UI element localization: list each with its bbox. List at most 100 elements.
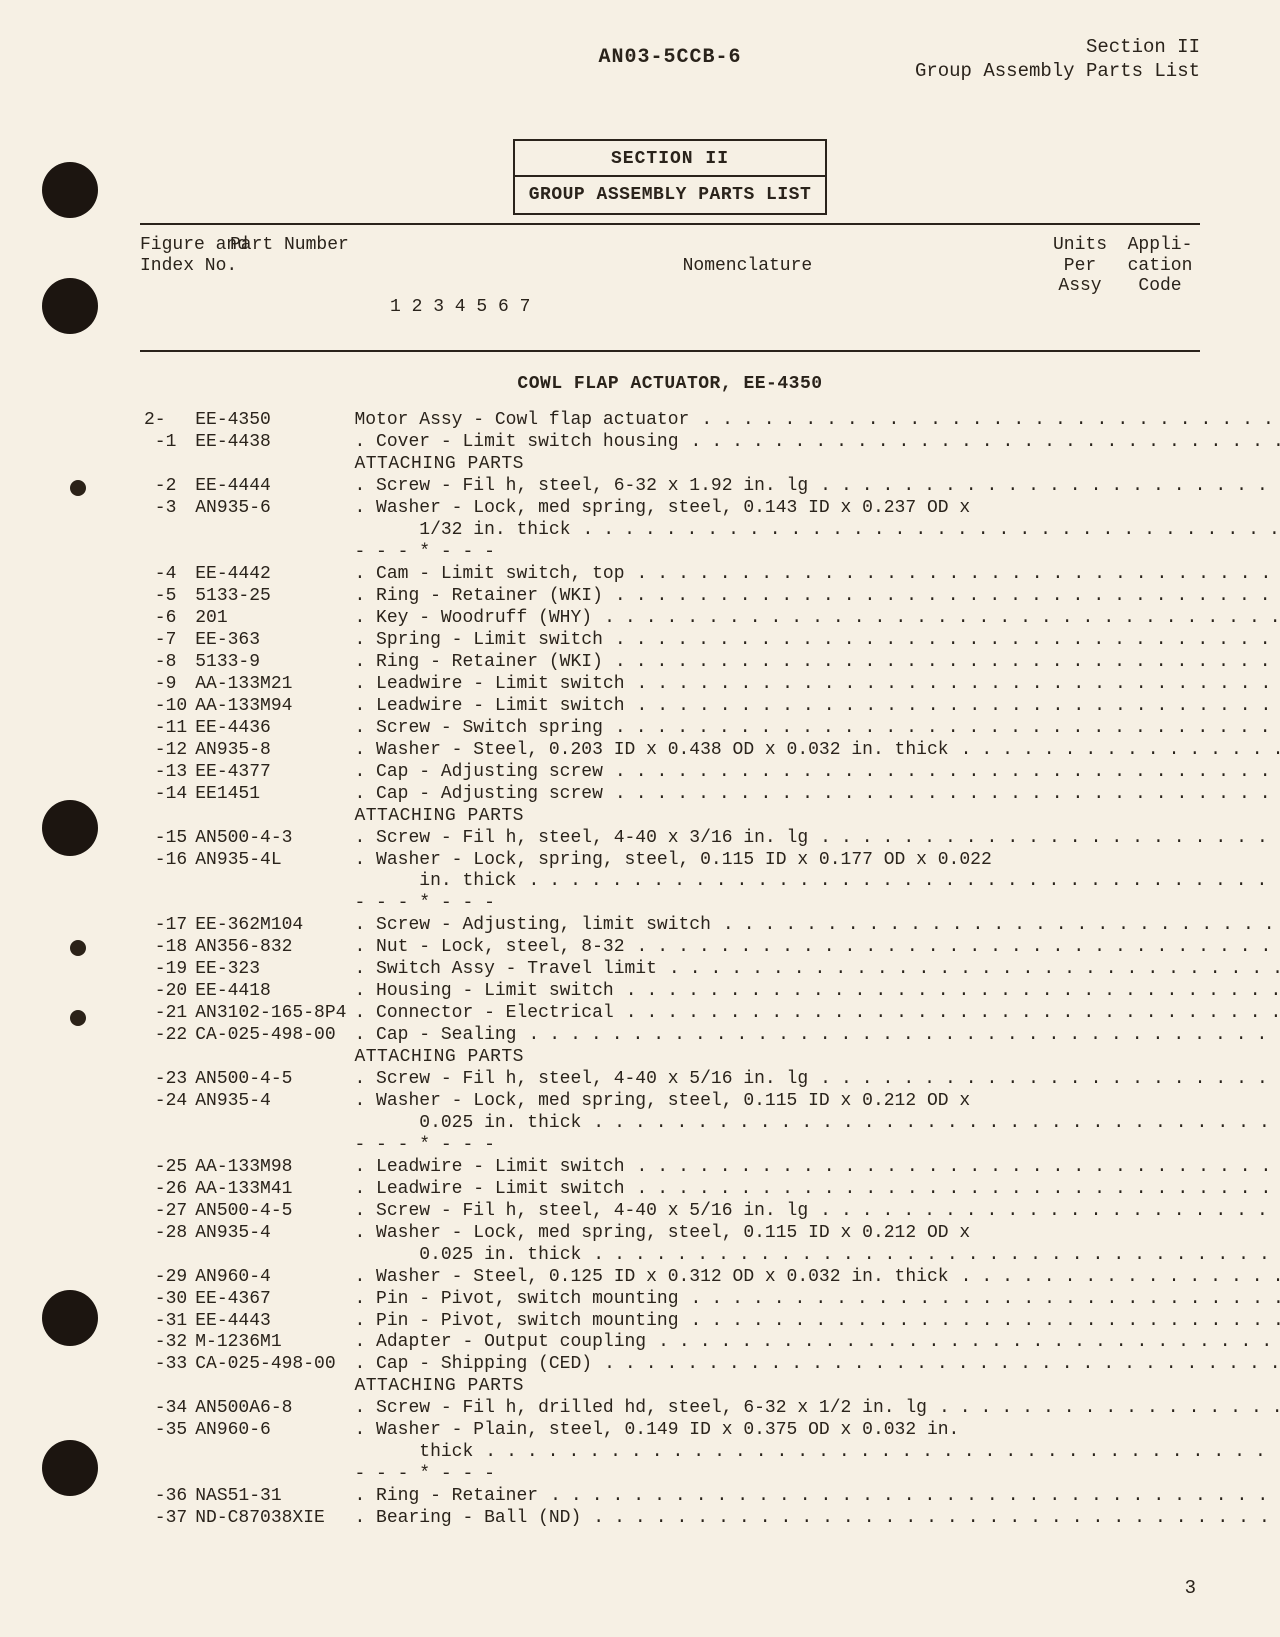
leader-dots: ........................................ — [581, 1245, 1280, 1267]
leader-dots: ........................................ — [808, 1201, 1280, 1223]
figure-index: -33 — [140, 1354, 191, 1376]
figure-index: -7 — [140, 630, 191, 652]
figure-index: -37 — [140, 1508, 191, 1530]
punch-dot — [70, 940, 86, 956]
nomenclature-text: . Screw - Switch spring — [354, 718, 602, 740]
nomenclature: . Bearing - Ball (ND)...................… — [350, 1508, 1280, 1530]
table-row: -35AN960-6. Washer - Plain, steel, 0.149… — [140, 1420, 1280, 1464]
nomenclature: . Washer - Plain, steel, 0.149 ID x 0.37… — [350, 1420, 1280, 1464]
nomenclature: . Key - Woodruff (WHY)..................… — [350, 608, 1280, 630]
figure-index: -3 — [140, 498, 191, 542]
punch-hole — [42, 1290, 98, 1346]
leader-dots: ........................................ — [516, 871, 1280, 893]
nomenclature-text: . Screw - Fil h, steel, 4-40 x 5/16 in. … — [354, 1069, 808, 1091]
nomenclature-text: . Washer - Lock, med spring, steel, 0.11… — [354, 1223, 1280, 1245]
section-title-box: SECTION II GROUP ASSEMBLY PARTS LIST — [513, 139, 827, 215]
leader-dots: ........................................ — [646, 1332, 1280, 1354]
table-row: -26AA-133M41. Leadwire - Limit switch...… — [140, 1179, 1280, 1201]
nomenclature: . Ring - Retainer.......................… — [350, 1486, 1280, 1508]
leader-dots: ........................................ — [657, 959, 1280, 981]
table-row: -11EE-4436. Screw - Switch spring.......… — [140, 718, 1280, 740]
nomenclature-text: . Screw - Fil h, steel, 4-40 x 3/16 in. … — [354, 828, 808, 850]
attaching-parts-label: ATTACHING PARTS — [350, 806, 1280, 828]
nomenclature-text: . Cap - Adjusting screw — [354, 784, 602, 806]
nomenclature: . Switch Assy - Travel limit............… — [350, 959, 1280, 981]
nomenclature: . Washer - Lock, med spring, steel, 0.14… — [350, 498, 1280, 542]
table-row: - - - * - - - — [140, 542, 1280, 564]
figure-index: -23 — [140, 1069, 191, 1091]
part-number: AA-133M94 — [191, 696, 350, 718]
part-number: AN935-6 — [191, 498, 350, 542]
column-headers: Figure and Index No. Part Number Nomencl… — [140, 231, 1200, 344]
table-row: -24AN935-4. Washer - Lock, med spring, s… — [140, 1091, 1280, 1135]
section-title: SECTION II — [515, 141, 825, 177]
nomenclature: . Pin - Pivot, switch mounting..........… — [350, 1311, 1280, 1333]
header-rule — [140, 350, 1200, 352]
leader-dots: ........................................ — [625, 1157, 1280, 1179]
table-row: -3AN935-6. Washer - Lock, med spring, st… — [140, 498, 1280, 542]
nomenclature-text: . Washer - Lock, spring, steel, 0.115 ID… — [354, 850, 1280, 872]
figure-index: -21 — [140, 1003, 191, 1025]
nomenclature: . Leadwire - Limit switch...............… — [350, 696, 1280, 718]
nomenclature-text: . Screw - Fil h, steel, 4-40 x 5/16 in. … — [354, 1201, 808, 1223]
nomenclature: . Washer - Steel, 0.203 ID x 0.438 OD x … — [350, 740, 1280, 762]
top-rule — [140, 223, 1200, 225]
nomenclature: . Ring - Retainer (WKI).................… — [350, 652, 1280, 674]
table-row: - - - * - - - — [140, 1464, 1280, 1486]
leader-dots: ........................................ — [516, 1025, 1280, 1047]
table-row: -22CA-025-498-00. Cap - Sealing.........… — [140, 1025, 1280, 1047]
nomenclature-text: 1/32 in. thick — [354, 520, 570, 542]
part-number: AN356-832 — [191, 937, 350, 959]
nomenclature-text: . Switch Assy - Travel limit — [354, 959, 656, 981]
part-number: AN500-4-5 — [191, 1069, 350, 1091]
nomenclature-text: in. thick — [354, 871, 516, 893]
figure-index: -28 — [140, 1223, 191, 1267]
figure-index: -9 — [140, 674, 191, 696]
leader-dots: ........................................ — [603, 784, 1280, 806]
part-number: CA-025-498-00 — [191, 1354, 350, 1376]
group-title: COWL FLAP ACTUATOR, EE-4350 — [140, 374, 1200, 394]
table-row: -7EE-363. Spring - Limit switch.........… — [140, 630, 1280, 652]
nomenclature: . Screw - Fil h, steel, 4-40 x 5/16 in. … — [350, 1069, 1280, 1091]
figure-index: -14 — [140, 784, 191, 806]
leader-dots: ........................................ — [711, 915, 1280, 937]
figure-index: -12 — [140, 740, 191, 762]
leader-dots: ........................................ — [581, 1508, 1280, 1530]
nomenclature: . Screw - Fil h, steel, 4-40 x 3/16 in. … — [350, 828, 1280, 850]
leader-dots: ........................................ — [592, 1354, 1280, 1376]
nomenclature: Motor Assy - Cowl flap actuator.........… — [350, 410, 1280, 432]
nomenclature: . Screw - Fil h, steel, 6-32 x 1.92 in. … — [350, 476, 1280, 498]
nomenclature: . Screw - Fil h, steel, 4-40 x 5/16 in. … — [350, 1201, 1280, 1223]
nomenclature: . Cap - Adjusting screw.................… — [350, 784, 1280, 806]
table-row: -28AN935-4. Washer - Lock, med spring, s… — [140, 1223, 1280, 1267]
col-nomenclature-label: Nomenclature — [683, 256, 813, 276]
col-fig-index: Figure and Index No. — [140, 235, 230, 338]
nomenclature-text: . Washer - Steel, 0.125 ID x 0.312 OD x … — [354, 1267, 948, 1289]
part-number: AA-133M98 — [191, 1157, 350, 1179]
col-units: Units Per Assy — [1040, 235, 1120, 338]
nomenclature: . Nut - Lock, steel, 8-32...............… — [350, 937, 1280, 959]
nomenclature-text: . Cap - Adjusting screw — [354, 762, 602, 784]
nomenclature-text: . Bearing - Ball (ND) — [354, 1508, 581, 1530]
table-row: ATTACHING PARTS — [140, 454, 1280, 476]
nomenclature-text: . Spring - Limit switch — [354, 630, 602, 652]
table-row: -15AN500-4-3. Screw - Fil h, steel, 4-40… — [140, 828, 1280, 850]
nomenclature-text: thick — [354, 1442, 473, 1464]
part-number: AN500-4-3 — [191, 828, 350, 850]
part-number: ND-C87038XIE — [191, 1508, 350, 1530]
figure-index: -19 — [140, 959, 191, 981]
leader-dots: ........................................ — [808, 828, 1280, 850]
attaching-parts-label: ATTACHING PARTS — [350, 454, 1280, 476]
table-row: -29AN960-4. Washer - Steel, 0.125 ID x 0… — [140, 1267, 1280, 1289]
nomenclature-text: 0.025 in. thick — [354, 1113, 581, 1135]
nomenclature-text: . Washer - Steel, 0.203 ID x 0.438 OD x … — [354, 740, 948, 762]
leader-dots: ........................................ — [808, 476, 1280, 498]
table-row: -85133-9. Ring - Retainer (WKI).........… — [140, 652, 1280, 674]
leader-dots: ........................................ — [625, 564, 1280, 586]
attaching-parts-separator: - - - * - - - — [350, 542, 1280, 564]
table-row: -30EE-4367. Pin - Pivot, switch mounting… — [140, 1289, 1280, 1311]
section-subtitle: GROUP ASSEMBLY PARTS LIST — [515, 177, 825, 213]
nomenclature-text: . Connector - Electrical — [354, 1003, 613, 1025]
nomenclature-text: . Cap - Shipping (CED) — [354, 1354, 592, 1376]
leader-dots: ........................................ — [603, 652, 1280, 674]
